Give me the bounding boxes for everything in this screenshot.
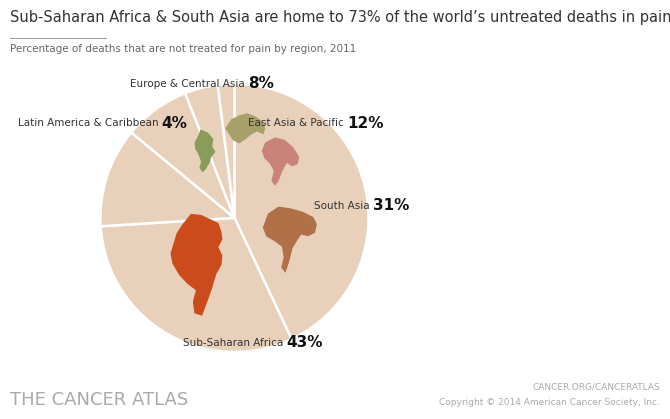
Text: Percentage of deaths that are not treated for pain by region, 2011: Percentage of deaths that are not treate… (10, 44, 356, 54)
Wedge shape (218, 84, 234, 218)
Text: South Asia: South Asia (314, 201, 373, 211)
Wedge shape (100, 218, 291, 352)
Wedge shape (100, 132, 234, 226)
Wedge shape (131, 93, 234, 218)
Text: Copyright © 2014 American Cancer Society, Inc.: Copyright © 2014 American Cancer Society… (439, 398, 660, 407)
Text: East Asia & Pacific: East Asia & Pacific (248, 119, 347, 128)
Text: 4%: 4% (162, 116, 188, 131)
Wedge shape (185, 85, 234, 218)
Text: 31%: 31% (373, 198, 409, 213)
Text: Sub-Saharan Africa & South Asia are home to 73% of the world’s untreated deaths : Sub-Saharan Africa & South Asia are home… (10, 10, 670, 26)
Text: 43%: 43% (287, 335, 323, 350)
PathPatch shape (263, 207, 317, 273)
Text: THE CANCER ATLAS: THE CANCER ATLAS (10, 391, 188, 409)
PathPatch shape (262, 137, 299, 186)
Text: Europe & Central Asia: Europe & Central Asia (131, 79, 249, 89)
Text: 12%: 12% (347, 116, 383, 131)
PathPatch shape (170, 214, 222, 316)
Text: Sub-Saharan Africa: Sub-Saharan Africa (183, 338, 287, 348)
Wedge shape (234, 84, 368, 339)
PathPatch shape (195, 129, 216, 172)
Text: Latin America & Caribbean: Latin America & Caribbean (18, 119, 162, 128)
Text: CANCER.ORG/CANCERATLAS: CANCER.ORG/CANCERATLAS (532, 383, 660, 392)
Text: 8%: 8% (249, 76, 274, 91)
PathPatch shape (225, 113, 265, 143)
